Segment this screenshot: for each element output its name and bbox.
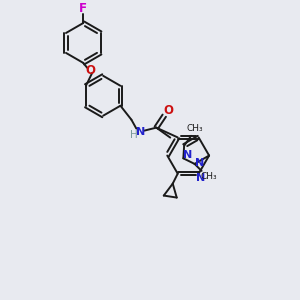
- Text: CH₃: CH₃: [187, 124, 203, 133]
- Text: O: O: [85, 64, 95, 77]
- Text: N: N: [136, 127, 145, 136]
- Text: N: N: [196, 172, 205, 183]
- Text: N: N: [183, 150, 192, 160]
- Text: H: H: [130, 130, 137, 140]
- Text: O: O: [163, 104, 173, 117]
- Text: N: N: [195, 158, 204, 168]
- Text: CH₃: CH₃: [200, 172, 217, 182]
- Text: F: F: [79, 2, 87, 15]
